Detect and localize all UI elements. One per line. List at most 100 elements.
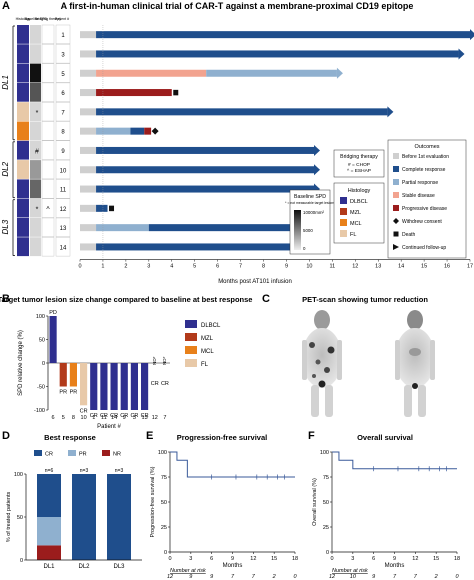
bridging-cell (41, 140, 55, 160)
waterfall-bar (141, 363, 149, 410)
patient-cell (55, 101, 71, 122)
continued-arrow (458, 48, 465, 60)
bridging-legend: Bridging therapy # = CHOP^ = ESHAP (333, 149, 385, 178)
bridging-legend-box (333, 149, 385, 178)
outcome-swatch (393, 205, 399, 211)
bridging-legend-item: # = CHOP (348, 162, 370, 168)
outcome-swatch (393, 166, 399, 172)
y-tick-label: 25 (323, 525, 329, 531)
y-tick-label: 50 (17, 515, 23, 521)
response-label: CR (90, 413, 98, 419)
x-axis-label: Months (223, 563, 243, 569)
response-segment (80, 224, 97, 232)
response-segment (96, 127, 131, 135)
y-axis-label: Progression-free survival (%) (150, 466, 156, 537)
x-tick-label: 4 (170, 264, 173, 270)
spd-tick-label: 5000 (303, 228, 313, 233)
legend-swatch (185, 333, 197, 341)
panel-a: A A first-in-human clinical trial of CAR… (1, 0, 474, 285)
y-tick-label: 0 (42, 361, 45, 367)
response-label: CR (100, 413, 108, 419)
x-tick-label: 13 (142, 415, 148, 421)
group-label: DL1 (1, 75, 10, 90)
patient-cell (55, 24, 71, 44)
patient-cell (55, 63, 71, 83)
x-tick-label: 1 (92, 415, 95, 421)
spd-cell (30, 44, 41, 64)
nd-label: ND* (162, 356, 167, 365)
outcome-label: Partial response (402, 180, 438, 186)
spd-cell (30, 121, 41, 141)
pet-scan-images (276, 308, 472, 420)
spd-cell (30, 63, 41, 83)
response-label: PR (59, 390, 67, 396)
x-tick-label: 10 (81, 415, 87, 421)
panel-d-letter: D (2, 430, 10, 442)
y-tick-label: 50 (323, 500, 329, 506)
legend-swatch (185, 320, 197, 328)
n-label: n=6 (45, 468, 54, 474)
legend-label: PR (79, 452, 87, 458)
outcome-label: Before 1st evaluation (402, 154, 449, 160)
panel-b: B Target tumor lesion size change compar… (0, 293, 252, 430)
patient-id: 5 (61, 72, 65, 78)
histology-label: MZL (350, 210, 361, 216)
patient-cell (55, 217, 71, 237)
risk-count: 7 (393, 574, 397, 580)
patient-id: 3 (61, 52, 65, 58)
bridging-cell (41, 237, 55, 257)
best-response-title: Best response (44, 433, 96, 442)
x-tick-label: 6 (216, 264, 219, 270)
column-header: Baseline SPD (25, 17, 48, 21)
stacked-bar-segment (72, 474, 96, 560)
swimmer-row: 8 (17, 121, 159, 141)
outcomes-legend-box (387, 139, 467, 259)
legend-swatch (34, 450, 42, 456)
swimmer-row: 13 (17, 217, 320, 237)
x-tick-label: DL2 (78, 564, 90, 570)
waterfall-bar (120, 363, 128, 410)
histology-swatch (340, 208, 347, 215)
histology-cell (17, 140, 29, 160)
patient-id: 7 (61, 110, 65, 116)
panel-c-letter: C (262, 293, 270, 305)
x-tick-label: 13 (375, 264, 381, 270)
response-segment (206, 69, 337, 77)
outcomes-legend: Outcomes Before 1st evaluation Complete re… (387, 139, 467, 259)
response-segment (96, 89, 172, 97)
legend-label: NR (113, 452, 121, 458)
x-tick-label: 1 (101, 264, 104, 270)
swimmer-row: 10 (17, 159, 320, 180)
swimmer-row: 1 (17, 24, 474, 44)
y-tick-label: 75 (161, 475, 167, 481)
y-tick-label: 75 (323, 475, 329, 481)
outcomes-legend-title: Outcomes (414, 144, 439, 150)
patient-cell (55, 179, 71, 199)
x-tick-label: 10 (306, 264, 312, 270)
column-header: Patient # (55, 17, 69, 21)
nd-label: ND* (152, 356, 157, 365)
spd-tick-label: 0 (303, 246, 306, 251)
x-tick-label: 8 (72, 415, 75, 421)
x-axis-label: Months (385, 563, 405, 569)
best-response-chart: 100 50 0 % of treated patients CR PR NR n=6 DL1 n… (6, 450, 142, 570)
y-tick-label: 50 (161, 500, 167, 506)
x-tick-label: 0 (330, 556, 333, 562)
waterfall-bar (59, 363, 67, 387)
response-segment (148, 224, 314, 232)
x-tick-label: 2 (124, 264, 127, 270)
x-tick-label: 9 (231, 556, 234, 562)
histology-cell (17, 179, 29, 199)
patient-cell (55, 198, 71, 218)
survival-curve (170, 451, 295, 478)
x-tick-label: 14 (398, 264, 404, 270)
response-label: CR (80, 408, 88, 414)
legend-label: MZL (201, 336, 214, 342)
response-segment (80, 204, 97, 212)
response-label: CR (161, 381, 169, 387)
response-segment (80, 146, 97, 154)
stacked-bar-segment (107, 474, 131, 560)
legend-label: FL (201, 362, 209, 368)
bridging-cell (41, 82, 55, 102)
waterfall-chart: 100 50 0 -50 -100 SPD relative change (%) PD 6 P… (18, 310, 221, 430)
